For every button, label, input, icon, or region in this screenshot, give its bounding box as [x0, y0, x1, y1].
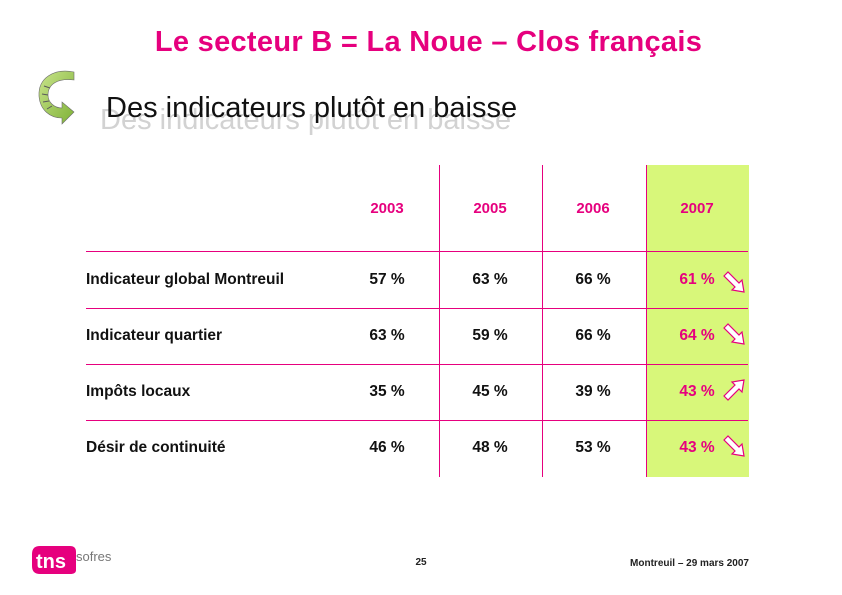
slide-subtitle: Des indicateurs plutôt en baisse [106, 92, 518, 124]
logo-main-text: tns [36, 551, 66, 573]
column-divider [542, 165, 543, 477]
row-divider [86, 364, 748, 365]
table-cell: 63 % [369, 327, 405, 344]
table-cell: 53 % [575, 439, 611, 456]
table-cell: 48 % [472, 439, 508, 456]
slide-title: Le secteur B = La Noue – Clos français [154, 26, 703, 58]
row-divider [86, 308, 748, 309]
logo-sub-text: sofres [76, 549, 112, 564]
table-cell: 45 % [472, 383, 508, 400]
row-label: Désir de continuité [86, 439, 226, 456]
table-cell: 35 % [369, 383, 405, 400]
row-label: Impôts locaux [86, 383, 191, 400]
table-cell: 59 % [472, 327, 508, 344]
table-cell: 39 % [575, 383, 611, 400]
table-cell: 63 % [472, 271, 508, 288]
arrow-down-right-icon [723, 323, 745, 345]
table-cell: 66 % [575, 271, 611, 288]
tns-sofres-logo: tns sofres [32, 546, 112, 574]
row-divider [86, 420, 748, 421]
arrow-down-right-icon [723, 435, 745, 457]
table-cell: 66 % [575, 327, 611, 344]
subtitle-shadow: Des indicateurs plutôt en baisse [100, 104, 512, 136]
arrow-down-right-icon [723, 271, 745, 293]
column-divider [646, 165, 647, 477]
year-header: 2006 [576, 200, 610, 217]
year-header: 2007 [680, 200, 714, 217]
row-divider [86, 251, 748, 252]
table-cell: 46 % [369, 439, 405, 456]
subtitle-block: Des indicateurs plutôt en baisse Des ind… [100, 92, 518, 136]
curved-arrow-icon [38, 70, 75, 125]
table-cell-2007: 64 % [679, 327, 715, 344]
row-label: Indicateur quartier [86, 327, 223, 344]
row-label: Indicateur global Montreuil [86, 271, 285, 288]
highlight-column-2007 [646, 165, 749, 477]
table-cell-2007: 61 % [679, 271, 715, 288]
arrow-up-right-icon [723, 379, 745, 401]
column-divider [439, 165, 440, 477]
year-header: 2005 [473, 200, 507, 217]
table-cell: 57 % [369, 271, 405, 288]
table-cell-2007: 43 % [679, 439, 715, 456]
footer-location-date: Montreuil – 29 mars 2007 [630, 558, 749, 569]
page-number: 25 [415, 557, 427, 568]
year-header: 2003 [370, 200, 404, 217]
table-cell-2007: 43 % [679, 383, 715, 400]
